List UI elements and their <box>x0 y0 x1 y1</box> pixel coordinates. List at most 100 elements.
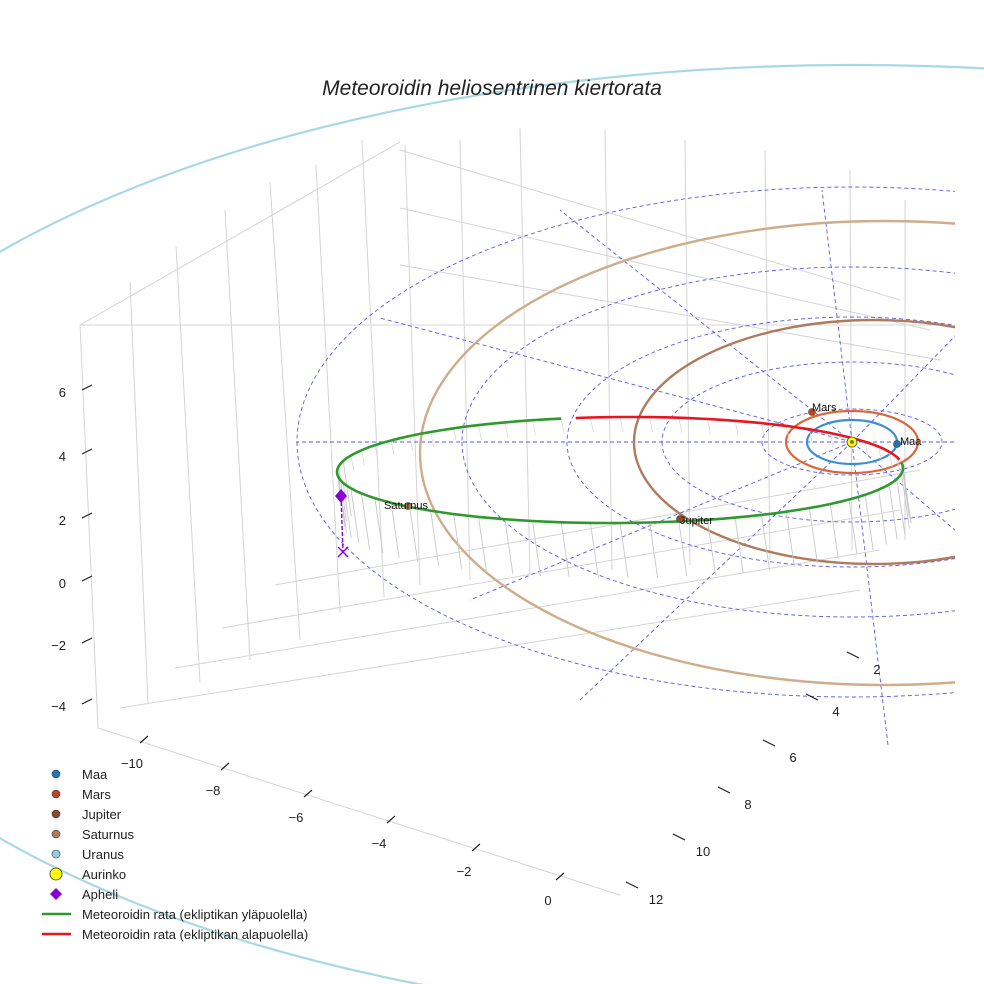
drop-line <box>560 522 570 578</box>
drop-line <box>878 446 882 462</box>
drop-line <box>532 420 536 436</box>
x-tick <box>139 735 149 744</box>
grid-line <box>221 509 901 629</box>
y-tick-label: 4 <box>832 704 839 719</box>
legend-label: Saturnus <box>82 827 135 842</box>
grid-line <box>315 164 341 613</box>
drop-line <box>361 493 370 549</box>
ecliptic-ring <box>761 408 943 476</box>
drop-line <box>734 420 739 436</box>
grid-line <box>174 549 881 669</box>
drop-line <box>808 429 813 445</box>
grid-line <box>119 589 861 709</box>
grid-line <box>399 149 901 301</box>
legend-label: Aurinko <box>82 867 126 882</box>
drop-line <box>532 520 541 577</box>
drop-line <box>888 451 893 467</box>
drop-line <box>678 417 683 433</box>
planet-orbits <box>418 219 955 687</box>
legend-item: Saturnus <box>51 827 135 842</box>
drop-line <box>785 425 790 442</box>
legend-item: Aurinko <box>49 867 126 882</box>
meteoroid-orbit <box>335 415 905 525</box>
drop-line <box>390 502 400 558</box>
aphelion-drop-line <box>340 495 344 553</box>
legend-marker-sun <box>49 867 63 881</box>
grid-line <box>97 727 621 896</box>
legend-label: Uranus <box>82 847 124 862</box>
legend-label: Jupiter <box>82 807 122 822</box>
legend: Maa Mars Jupiter Saturnus Uranus Aurinko Aphel… <box>42 767 308 942</box>
drop-line <box>761 423 765 439</box>
z-tick-label: 2 <box>59 513 66 528</box>
drop-line <box>504 519 514 575</box>
grid-line <box>361 139 385 598</box>
drop-line <box>864 441 869 457</box>
drop-line <box>901 473 910 529</box>
x-tick-label: −2 <box>457 864 472 879</box>
drop-line <box>374 445 379 461</box>
drop-line <box>342 482 352 539</box>
z-tick-label: −2 <box>51 638 66 653</box>
y-tick-label: 12 <box>649 892 663 907</box>
x-tick <box>471 843 481 852</box>
drop-line <box>560 418 565 434</box>
grid-line <box>399 264 941 361</box>
drop-line <box>902 467 912 524</box>
z-tick <box>81 575 93 582</box>
grid-line <box>175 245 201 684</box>
drop-line <box>649 417 653 433</box>
y-tick <box>846 651 860 659</box>
drop-line <box>888 484 898 540</box>
x-tick-label: −8 <box>206 783 221 798</box>
drop-line <box>785 511 795 567</box>
drop-line <box>478 516 487 572</box>
grid-line <box>604 129 613 571</box>
planet-maa <box>893 440 901 448</box>
x-tick-label: −10 <box>121 756 143 771</box>
grid-line <box>459 139 471 581</box>
axes: 6 4 2 0 −2 −4 −10 −8 −6 −4 −2 0 2 4 6 8 10 12 <box>51 384 881 908</box>
planet-jupiter <box>676 515 684 523</box>
drop-line <box>707 519 716 575</box>
drop-line <box>430 431 435 448</box>
drop-line <box>829 432 834 449</box>
x-tick <box>555 872 565 881</box>
grid-line <box>269 181 301 641</box>
drop-line <box>734 517 744 573</box>
drop-line <box>707 418 711 435</box>
planet-label-saturnus: Saturnus <box>384 500 429 512</box>
legend-label: Maa <box>82 767 108 782</box>
drop-line <box>453 428 458 444</box>
x-tick-label: −4 <box>372 836 387 851</box>
ecliptic-spoke <box>379 317 853 443</box>
z-tick-label: 4 <box>59 449 66 464</box>
z-tick <box>81 384 93 391</box>
y-tick <box>717 786 731 794</box>
drop-line <box>678 521 688 577</box>
drop-line <box>342 460 352 517</box>
drop-line <box>589 522 599 578</box>
y-tick <box>672 833 686 841</box>
grid-line <box>764 149 771 561</box>
grid-line <box>79 324 99 729</box>
legend-label: Apheli <box>82 887 118 902</box>
ecliptic-spoke <box>821 189 853 443</box>
grid-line <box>129 281 149 705</box>
legend-label: Meteoroidin rata (ekliptikan alapuolella… <box>82 927 308 942</box>
drop-line <box>409 506 419 563</box>
uranus-orbit <box>0 63 984 984</box>
drop-line <box>619 522 629 579</box>
ecliptic-grid <box>296 186 955 746</box>
drop-line <box>390 440 395 456</box>
grid-line <box>224 209 251 661</box>
z-tick <box>81 637 93 644</box>
legend-item: Uranus <box>51 847 124 862</box>
legend-item: Meteoroidin rata (ekliptikan alapuolella… <box>42 927 308 942</box>
x-tick-label: −6 <box>289 810 304 825</box>
x-tick <box>386 815 396 824</box>
legend-marker-dot <box>51 809 61 819</box>
uranus-orbit-ellipse <box>0 63 984 984</box>
ecliptic-spoke <box>851 441 889 746</box>
y-tick <box>805 693 819 701</box>
